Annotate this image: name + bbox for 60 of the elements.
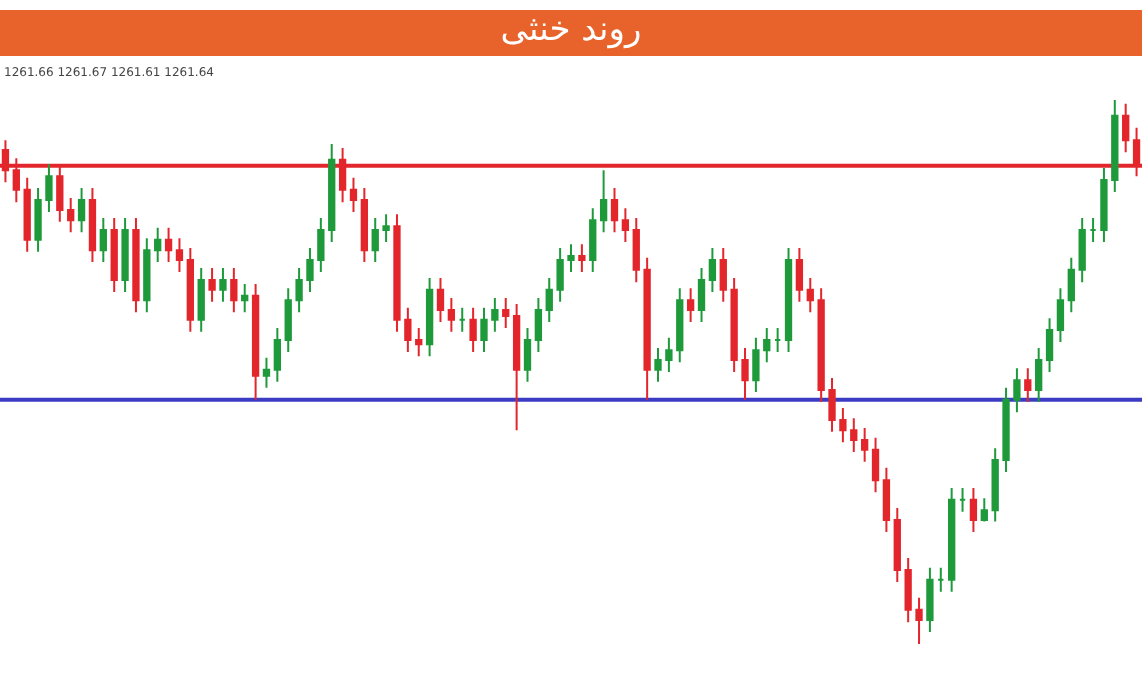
candlestick: [436, 276, 445, 323]
candlestick: [523, 326, 532, 383]
candlestick: [219, 267, 227, 303]
candlestick: [958, 486, 967, 513]
candlestick: [132, 217, 140, 314]
candlestick: [110, 217, 118, 294]
candlestick: [164, 226, 173, 264]
candlestick: [969, 486, 978, 533]
candlestick: [121, 217, 129, 294]
candlestick: [77, 187, 86, 234]
candlestick: [1024, 367, 1032, 403]
candlestick: [175, 237, 184, 273]
candlestick: [88, 187, 97, 264]
candlestick: [599, 169, 608, 234]
candlestick: [1035, 347, 1043, 403]
candlestick: [610, 187, 619, 234]
candlestick: [589, 207, 597, 273]
candlestick: [349, 176, 358, 214]
candlestick: [1056, 287, 1065, 344]
candlestick: [512, 303, 521, 432]
candlestick: [1067, 256, 1075, 314]
candlestick: [578, 243, 586, 273]
candlestick: [795, 246, 804, 303]
candlestick: [502, 297, 510, 329]
candlestick: [882, 466, 891, 533]
candlestick: [208, 267, 216, 303]
candlestick: [948, 486, 956, 593]
candlestick: [937, 566, 945, 593]
candlestick: [534, 297, 543, 353]
candlestick: [1045, 317, 1054, 373]
candlestick: [980, 497, 988, 523]
candlestick: [708, 246, 717, 294]
candlestick: [686, 287, 695, 323]
candlestick: [784, 246, 793, 353]
candlestick: [458, 306, 466, 333]
candlestick: [262, 356, 271, 389]
candlestick: [621, 207, 630, 243]
candlestick: [241, 282, 249, 314]
candlestick: [67, 196, 75, 234]
candlestick: [773, 326, 782, 353]
candlestick: [425, 276, 434, 358]
candlestick: [99, 217, 107, 264]
candlestick: [1089, 217, 1097, 243]
candlestick: [186, 246, 194, 333]
candlestick: [697, 267, 706, 323]
candlestick: [469, 306, 477, 353]
candlestick: [1122, 102, 1130, 154]
chart-title: روند خنثی: [500, 9, 642, 50]
candlestick: [447, 297, 456, 333]
candlestick: [1078, 217, 1086, 284]
candlestick: [871, 436, 880, 494]
candlestick: [273, 326, 281, 383]
candlestick: [861, 427, 869, 463]
candlestick: [251, 282, 260, 401]
candlestick: [230, 267, 238, 314]
candlestick: [893, 507, 901, 583]
candlestick: [23, 176, 31, 253]
candlestick: [926, 566, 934, 634]
candlestick: [360, 187, 369, 264]
candlestick: [197, 267, 205, 333]
